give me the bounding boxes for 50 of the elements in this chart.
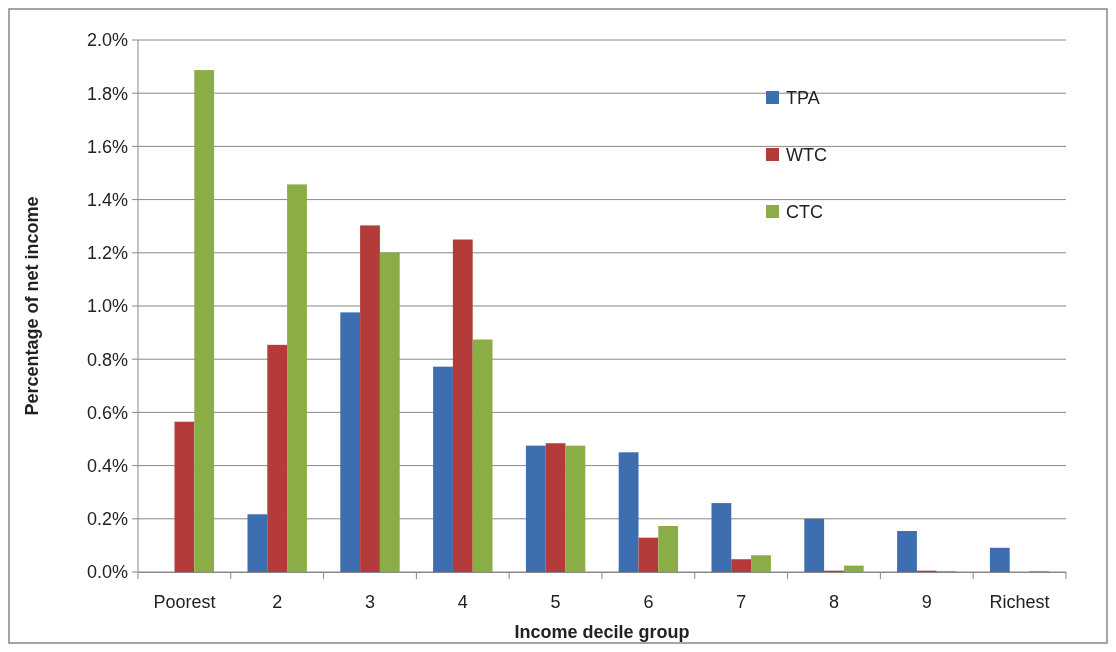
y-tick-label: 1.2% — [86, 243, 128, 264]
y-tick-label: 0.2% — [86, 509, 128, 530]
x-tick-label: 3 — [364, 592, 376, 612]
y-tick-label: 0.4% — [86, 455, 128, 476]
y-tick-label: 1.8% — [86, 83, 128, 104]
y-tick-label: 1.4% — [86, 189, 128, 210]
bar — [525, 445, 546, 572]
bar — [565, 445, 586, 572]
bar — [287, 184, 307, 572]
bar — [751, 555, 771, 572]
x-tick-label: Richest — [989, 592, 1050, 612]
bar — [433, 366, 453, 572]
bar — [452, 239, 473, 572]
y-tick-label: 0.8% — [86, 349, 128, 370]
bar — [843, 565, 864, 572]
bar — [897, 531, 917, 572]
y-tick-label: 0.0% — [86, 562, 128, 583]
bar — [360, 225, 380, 572]
legend-label: WTC — [786, 145, 827, 166]
y-tick-label: 1.0% — [86, 296, 128, 317]
bar — [340, 312, 361, 572]
legend-label: CTC — [786, 202, 823, 223]
y-axis-title: Percentage of net income — [22, 196, 42, 416]
y-tick-label: 2.0% — [86, 30, 128, 51]
bar — [638, 537, 659, 572]
bar — [247, 514, 268, 572]
bar — [804, 518, 825, 572]
x-tick-label: 5 — [550, 592, 561, 612]
bar — [472, 339, 493, 572]
x-tick-label: 8 — [828, 592, 840, 612]
bar — [267, 344, 288, 572]
legend-label: TPA — [786, 88, 820, 109]
x-tick-label: 6 — [643, 592, 654, 612]
x-tick-label: 9 — [921, 592, 932, 612]
bar — [174, 421, 195, 572]
bar — [379, 252, 400, 572]
bar — [731, 559, 752, 572]
bar — [618, 452, 639, 572]
y-tick-label: 1.6% — [86, 136, 128, 157]
bar — [658, 525, 679, 572]
x-axis-title: Income decile group — [514, 622, 690, 642]
x-tick-label: 4 — [457, 592, 468, 612]
bar — [545, 443, 566, 572]
x-tick-label: Poorest — [153, 592, 216, 612]
y-tick-label: 0.6% — [86, 402, 128, 423]
bar — [194, 70, 215, 572]
x-tick-label: 2 — [272, 592, 283, 612]
x-tick-label: 7 — [736, 592, 747, 612]
bar — [711, 503, 732, 572]
bar — [989, 547, 1010, 572]
